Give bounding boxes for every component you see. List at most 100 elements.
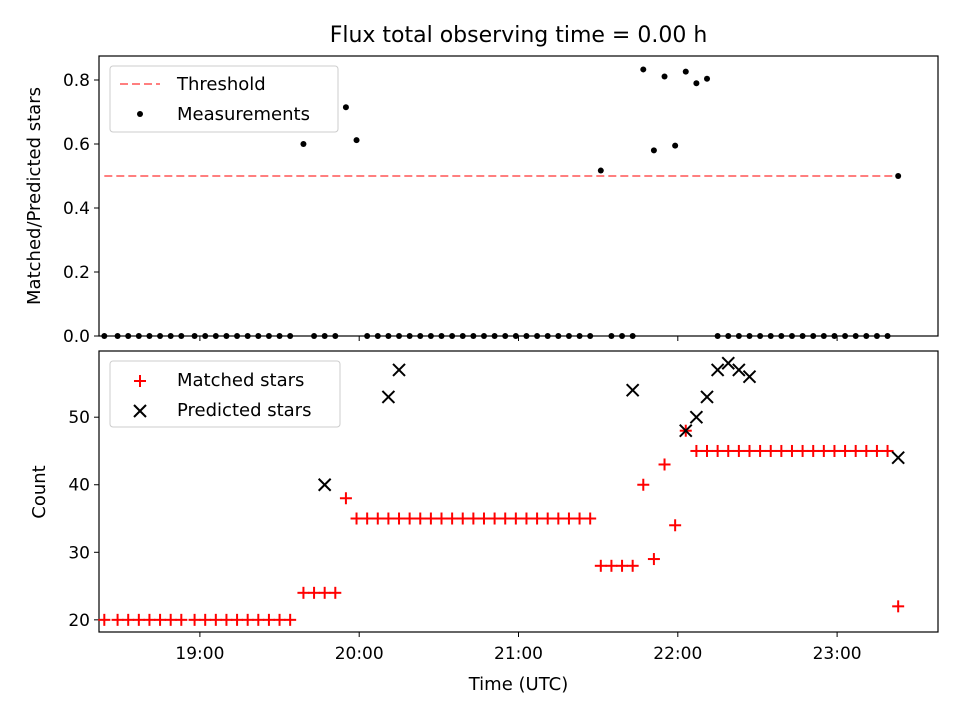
measurement-point [661,73,668,80]
matched-star-marker [531,512,544,525]
top-ytick-label: 0.8 [63,71,90,91]
measurement-point [895,173,902,179]
bottom-xtick-label: 22:00 [653,644,702,664]
measurement-point [746,333,753,339]
measurement-point [693,80,700,87]
predicted-star-marker [732,363,746,377]
matched-star-marker [605,559,618,572]
bottom-ylabel: Count [29,465,50,518]
top-ytick-label: 0.6 [63,135,90,155]
measurement-point [842,333,849,339]
measurement-point [502,333,509,339]
matched-star-marker [594,559,607,572]
measurement-point [544,333,551,339]
measurement-point [114,333,121,339]
matched-star-marker [785,444,798,457]
matched-star-marker [403,512,416,525]
matched-star-marker [839,444,852,457]
measurement-point [788,333,795,339]
measurement-point [353,137,360,144]
bottom-ytick-label: 20 [68,611,90,631]
matched-star-marker [467,512,480,525]
measurement-point [672,142,679,149]
matched-star-marker [881,444,894,457]
matched-star-marker [209,613,222,626]
chart-title: Flux total observing time = 0.00 h [330,23,708,48]
matched-star-marker [892,600,905,613]
matched-star-marker [732,444,745,457]
measurement-point [459,333,466,339]
matched-star-marker [658,458,671,471]
measurement-point [820,333,827,339]
matched-star-marker [361,512,374,525]
bottom-ytick-label: 40 [68,476,90,496]
bottom-xtick-label: 23:00 [813,644,862,664]
matched-star-marker [541,512,554,525]
measurement-point [682,68,689,75]
matched-star-marker [414,512,427,525]
matched-star-marker [562,512,575,525]
measurement-point [385,333,392,339]
matched-star-marker [870,444,883,457]
matched-star-marker [393,512,406,525]
legend-matched-swatch [134,375,146,387]
measurement-point [191,333,198,339]
predicted-star-marker [721,356,735,370]
predicted-star-marker [317,478,332,492]
matched-star-marker [488,512,501,525]
matched-star-marker [252,613,265,626]
measurement-point [125,333,132,339]
bottom-plot-area: 20 30 40 50 19:00 20:00 21:00 22:00 23:00 [68,350,939,664]
measurement-point [101,333,108,339]
top-ytick-label: 0.4 [63,199,90,219]
matched-star-marker [199,613,212,626]
measurement-point [831,333,838,339]
measurement-point [146,333,153,339]
matched-star-marker [764,444,777,457]
measurement-point [873,333,880,339]
measurement-point [757,333,764,339]
measurement-point [234,333,241,339]
measurement-point [470,333,477,339]
matched-star-marker [647,553,660,566]
measurement-point [374,333,381,339]
measurement-point [265,333,272,339]
xlabel: Time (UTC) [468,674,569,695]
top-legend-box [109,65,339,133]
measurement-point [863,333,870,339]
measurement-point [714,333,721,339]
bottom-legend-box [109,360,341,428]
measurement-point [300,141,307,147]
matched-star-marker [701,444,714,457]
measurement-point [406,333,413,339]
predicted-star-marker [710,363,725,377]
legend-threshold-label: Threshold [176,74,266,95]
matched-star-marker [154,613,167,626]
measurement-point [778,333,785,339]
matched-star-marker [520,512,533,525]
measurement-point [650,147,657,154]
matched-star-marker [143,613,156,626]
matched-star-marker [262,613,275,626]
measurement-point [157,333,164,339]
legend-measurements-label: Measurements [177,104,310,125]
matched-star-marker [132,613,145,626]
matched-star-marker [722,444,735,457]
measurement-point [884,333,891,339]
measurement-point [767,333,774,339]
matched-star-marker [754,444,767,457]
measurement-point [640,66,647,73]
matched-star-marker [446,512,459,525]
matched-star-marker [669,519,682,532]
measurement-point [244,333,251,339]
bottom-legend: Matched stars Predicted stars [109,360,341,428]
matched-star-marker [584,512,597,525]
measurement-point [212,333,219,339]
measurement-point [629,333,636,339]
measurement-point [576,333,583,339]
top-ylabel: Matched/Predicted stars [24,87,45,305]
measurement-point [619,333,626,339]
measurement-point [332,333,339,339]
measurement-point [255,333,262,339]
measurement-point [608,333,615,339]
